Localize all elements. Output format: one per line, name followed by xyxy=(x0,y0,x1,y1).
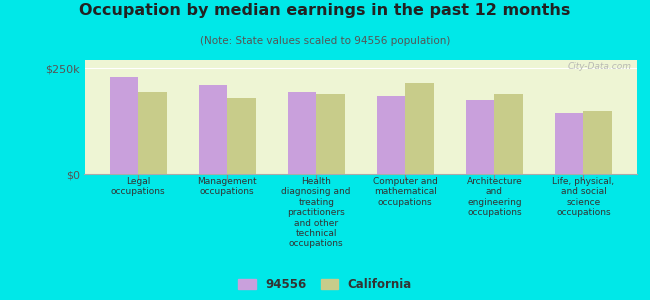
Bar xyxy=(199,85,227,174)
Text: (Note: State values scaled to 94556 population): (Note: State values scaled to 94556 popu… xyxy=(200,36,450,46)
Bar xyxy=(316,94,344,174)
Bar xyxy=(227,98,255,174)
Bar xyxy=(555,113,584,174)
Text: Architecture
and
engineering
occupations: Architecture and engineering occupations xyxy=(467,177,522,217)
Text: Legal
occupations: Legal occupations xyxy=(111,177,165,197)
Text: Computer and
mathematical
occupations: Computer and mathematical occupations xyxy=(373,177,437,207)
Legend: 94556, California: 94556, California xyxy=(238,278,412,291)
Text: Health
diagnosing and
treating
practitioners
and other
technical
occupations: Health diagnosing and treating practitio… xyxy=(281,177,351,248)
Bar xyxy=(288,92,316,174)
Bar xyxy=(495,94,523,174)
Bar xyxy=(584,111,612,174)
Text: Management
occupations: Management occupations xyxy=(198,177,257,197)
Bar xyxy=(377,96,406,174)
Bar xyxy=(138,92,166,174)
Text: Life, physical,
and social
science
occupations: Life, physical, and social science occup… xyxy=(552,177,614,217)
Text: City-Data.com: City-Data.com xyxy=(567,62,632,71)
Bar xyxy=(406,83,434,174)
Bar xyxy=(466,100,495,174)
Bar xyxy=(110,77,138,174)
Text: Occupation by median earnings in the past 12 months: Occupation by median earnings in the pas… xyxy=(79,3,571,18)
